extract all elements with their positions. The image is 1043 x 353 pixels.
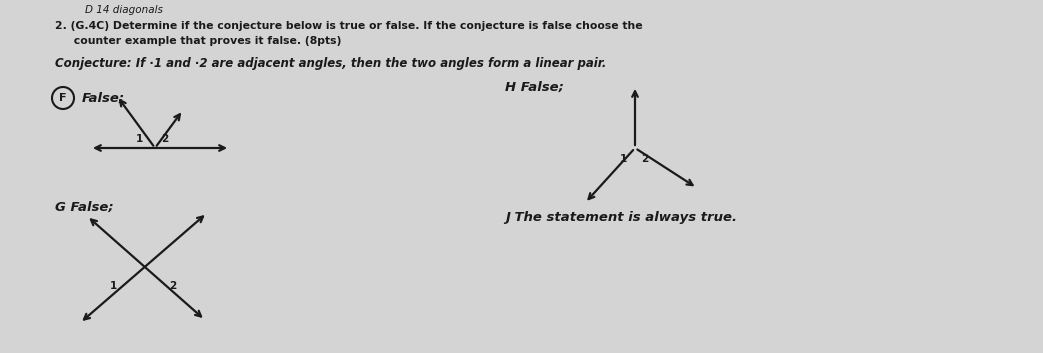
Text: False;: False; bbox=[82, 91, 125, 104]
Text: 2: 2 bbox=[161, 134, 168, 144]
Text: 1: 1 bbox=[136, 134, 143, 144]
Text: H False;: H False; bbox=[505, 81, 564, 94]
Text: G False;: G False; bbox=[55, 201, 114, 214]
Text: 2: 2 bbox=[169, 281, 176, 291]
Text: 1: 1 bbox=[110, 281, 117, 291]
Text: F: F bbox=[59, 93, 67, 103]
Text: 2. (G.4C) Determine if the conjecture below is true or false. If the conjecture : 2. (G.4C) Determine if the conjecture be… bbox=[55, 21, 642, 31]
Text: Conjecture: If ∙1 and ∙2 are adjacent angles, then the two angles form a linear : Conjecture: If ∙1 and ∙2 are adjacent an… bbox=[55, 57, 606, 70]
Text: 1: 1 bbox=[620, 154, 627, 164]
Text: counter example that proves it false. (8pts): counter example that proves it false. (8… bbox=[55, 36, 341, 46]
Text: 2: 2 bbox=[641, 154, 649, 164]
Text: D 14 diagonals: D 14 diagonals bbox=[84, 5, 163, 15]
Text: J The statement is always true.: J The statement is always true. bbox=[505, 211, 737, 224]
